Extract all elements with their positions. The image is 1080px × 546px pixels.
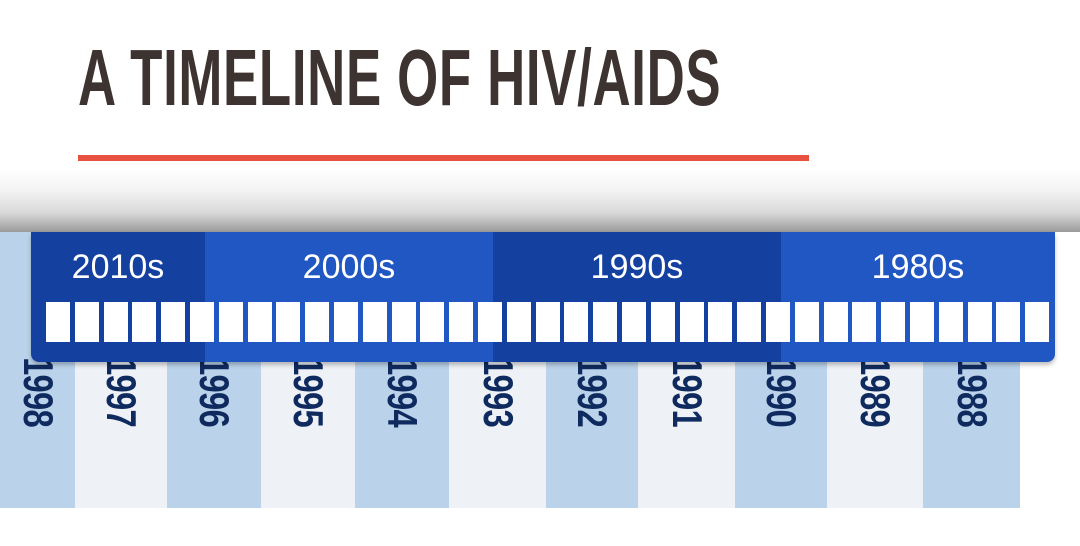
title-underline <box>78 155 809 161</box>
year-label: 1998 <box>14 357 62 427</box>
year-tick[interactable] <box>737 302 762 342</box>
year-tick[interactable] <box>909 302 934 342</box>
year-tick[interactable] <box>506 302 531 342</box>
year-label: 1988 <box>948 357 996 427</box>
year-tick[interactable] <box>132 302 157 342</box>
decade-nav: 2010s 2000s 1990s 1980s <box>31 232 1055 362</box>
year-tick[interactable] <box>852 302 877 342</box>
year-tick[interactable] <box>881 302 906 342</box>
year-label: 1991 <box>663 357 711 427</box>
year-label: 1994 <box>379 357 426 427</box>
year-tick[interactable] <box>391 302 416 342</box>
year-tick-row <box>46 302 1054 342</box>
year-tick[interactable] <box>708 302 733 342</box>
year-tick[interactable] <box>679 302 704 342</box>
year-tick[interactable] <box>1025 302 1050 342</box>
year-tick[interactable] <box>161 302 186 342</box>
year-tick[interactable] <box>794 302 819 342</box>
year-tick[interactable] <box>103 302 128 342</box>
decade-tab-1990s[interactable]: 1990s <box>493 232 781 362</box>
year-tick[interactable] <box>938 302 963 342</box>
year-tick[interactable] <box>621 302 646 342</box>
year-tick[interactable] <box>247 302 272 342</box>
year-tick[interactable] <box>996 302 1021 342</box>
year-tick[interactable] <box>46 302 70 342</box>
year-tick[interactable] <box>967 302 992 342</box>
year-tick[interactable] <box>189 302 214 342</box>
year-tick[interactable] <box>362 302 387 342</box>
year-label: 1990 <box>758 357 805 427</box>
year-tick[interactable] <box>420 302 445 342</box>
year-label: 1993 <box>474 357 522 427</box>
year-tick[interactable] <box>593 302 618 342</box>
decade-tab-1980s[interactable]: 1980s <box>781 232 1055 362</box>
year-tick[interactable] <box>218 302 243 342</box>
year-tick[interactable] <box>823 302 848 342</box>
year-tick[interactable] <box>477 302 502 342</box>
year-label: 1992 <box>569 357 616 427</box>
page-title: A TIMELINE OF HIV/AIDS <box>78 33 722 122</box>
year-tick[interactable] <box>650 302 675 342</box>
year-label: 1995 <box>285 357 332 427</box>
year-label: 1989 <box>852 357 899 427</box>
year-tick[interactable] <box>564 302 589 342</box>
header-shadow <box>0 168 1080 232</box>
year-tick[interactable] <box>74 302 99 342</box>
year-tick[interactable] <box>276 302 301 342</box>
decade-tab-2010s[interactable]: 2010s <box>31 232 205 362</box>
year-label: 1996 <box>191 357 238 427</box>
year-tick[interactable] <box>765 302 790 342</box>
year-tick[interactable] <box>333 302 358 342</box>
decade-tab-2000s[interactable]: 2000s <box>205 232 493 362</box>
year-tick[interactable] <box>305 302 330 342</box>
year-tick[interactable] <box>535 302 560 342</box>
year-label: 1997 <box>98 357 145 427</box>
year-tick[interactable] <box>449 302 474 342</box>
